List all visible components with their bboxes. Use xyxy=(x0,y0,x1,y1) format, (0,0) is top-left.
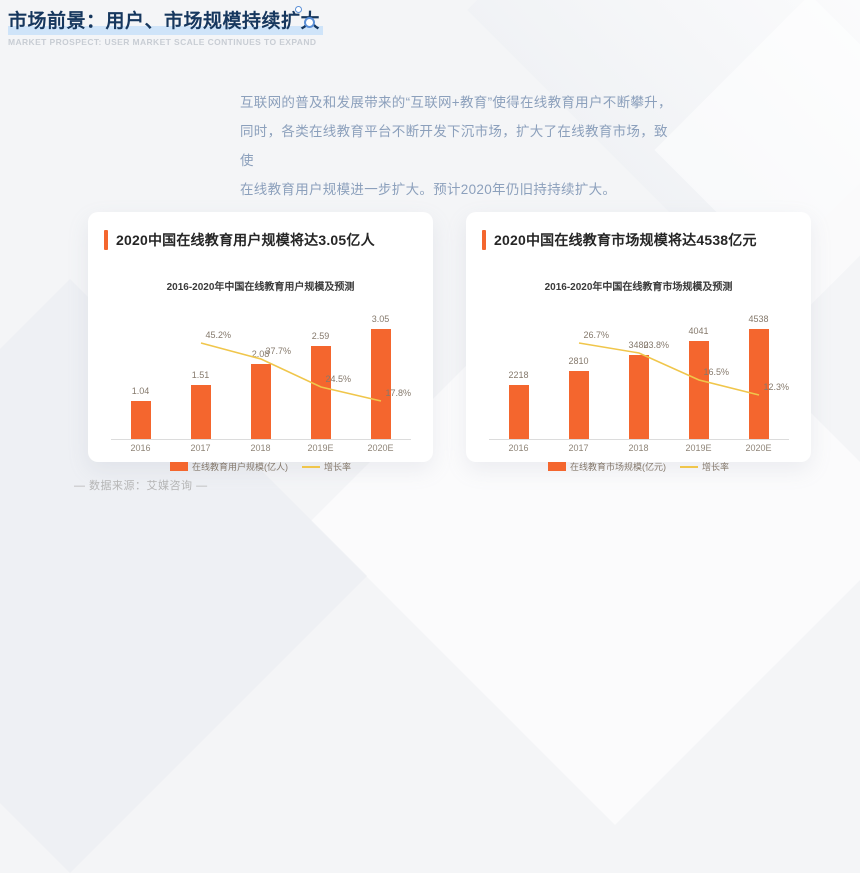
accent-bar-icon xyxy=(104,230,108,250)
chart-title-users: 2016-2020年中国在线教育用户规模及预测 xyxy=(166,282,355,293)
page-title: 市场前景：用户、市场规模持续扩大 xyxy=(8,10,324,35)
growth-rate-label: 45.2% xyxy=(205,330,232,340)
legend-line-swatch-icon xyxy=(301,465,320,468)
legend-line-label: 增长率 xyxy=(701,462,729,472)
bar-value-label: 2.59 xyxy=(311,331,330,341)
bar-2016 xyxy=(508,385,529,439)
bar-2016 xyxy=(130,401,151,439)
x-axis-label-2018: 2018 xyxy=(628,443,649,453)
intro-paragraph: 互联网的普及和发展带来的“互联网+教育”使得在线教育用户不断攀升， 同时，各类在… xyxy=(240,88,680,204)
decor-circle-large-icon xyxy=(304,17,315,28)
bar-2019E xyxy=(310,346,331,439)
bar-value-label: 4538 xyxy=(748,314,769,324)
bar-value-label: 3480 xyxy=(628,340,649,350)
x-axis-label-2019E: 2019E xyxy=(307,443,334,453)
bar-2018 xyxy=(628,355,649,439)
x-axis-label-2016: 2016 xyxy=(508,443,529,453)
growth-line xyxy=(200,342,381,402)
decor-circle-small-icon xyxy=(295,6,302,13)
growth-line xyxy=(578,342,759,396)
x-axis-label-2016: 2016 xyxy=(130,443,151,453)
growth-rate-label: 23.8% xyxy=(643,340,670,350)
bar-value-label: 1.51 xyxy=(191,370,210,380)
intro-line-3: 在线教育用户规模进一步扩大。预计2020年仍旧持持续扩大。 xyxy=(240,182,617,197)
legend-bar-swatch-icon xyxy=(547,462,566,471)
x-axis-label-2020E: 2020E xyxy=(745,443,772,453)
bar-value-label: 2218 xyxy=(508,370,529,380)
legend-line-swatch-icon xyxy=(679,465,698,468)
page-subtitle-english: MARKET PROSPECT: USER MARKET SCALE CONTI… xyxy=(8,37,317,47)
chart-title-market: 2016-2020年中国在线教育市场规模及预测 xyxy=(544,282,733,293)
legend-item-bar-series: 在线教育用户规模(亿人) xyxy=(169,460,288,473)
bar-value-label: 3.05 xyxy=(371,314,390,324)
x-axis-label-2020E: 2020E xyxy=(367,443,394,453)
bar-2017 xyxy=(190,385,211,439)
x-axis-label-2018: 2018 xyxy=(250,443,271,453)
bar-value-label: 1.04 xyxy=(131,386,150,396)
bar-value-label: 2.08 xyxy=(251,349,270,359)
bar-2018 xyxy=(250,364,271,439)
growth-rate-label: 12.3% xyxy=(763,382,790,392)
accent-bar-icon xyxy=(482,230,486,250)
growth-rate-label: 26.7% xyxy=(583,330,610,340)
plot-area: 2218 2810 3480 4041 4538 26.7% 23.8% 16.5% 12.3% xyxy=(488,297,790,440)
x-axis-labels: 2016 2017 2018 2019E 2020E xyxy=(489,443,789,453)
bar-value-label: 2810 xyxy=(568,356,589,366)
bar-2019E xyxy=(688,341,709,439)
bar-2020E xyxy=(748,329,769,439)
growth-rate-label: 16.5% xyxy=(703,367,730,377)
chart-legend: 在线教育市场规模(亿元) 增长率 xyxy=(482,460,795,473)
x-axis-label-2017: 2017 xyxy=(190,443,211,453)
x-axis-label-2019E: 2019E xyxy=(685,443,712,453)
card-header-users: 2020中国在线教育用户规模将达3.05亿人 xyxy=(104,228,417,252)
growth-rate-label: 24.5% xyxy=(325,374,352,384)
intro-line-2: 同时，各类在线教育平台不断开发下沉市场，扩大了在线教育市场，致使 xyxy=(240,124,668,168)
bar-2017 xyxy=(568,371,589,439)
chart-card-users: 2020中国在线教育用户规模将达3.05亿人 2016-2020年中国在线教育用… xyxy=(88,212,433,472)
chart-legend: 在线教育用户规模(亿人) 增长率 xyxy=(104,460,417,473)
bar-value-label: 4041 xyxy=(688,326,709,336)
legend-item-bar-series: 在线教育市场规模(亿元) xyxy=(547,460,666,473)
legend-item-line-series: 增长率 xyxy=(301,460,351,473)
growth-rate-label: 37.7% xyxy=(265,346,292,356)
legend-line-label: 增长率 xyxy=(323,462,351,472)
chart-card-market: 2020中国在线教育市场规模将达4538亿元 2016-2020年中国在线教育市… xyxy=(466,212,811,472)
legend-item-line-series: 增长率 xyxy=(679,460,729,473)
card-title-users: 2020中国在线教育用户规模将达3.05亿人 xyxy=(116,232,375,248)
card-title-market: 2020中国在线教育市场规模将达4538亿元 xyxy=(494,232,757,248)
users-chart: 1.04 1.51 2.08 2.59 3.05 45.2% 37.7% 24.5% 17.8%… xyxy=(104,297,417,473)
legend-bar-label: 在线教育市场规模(亿元) xyxy=(569,462,666,472)
growth-rate-label: 17.8% xyxy=(385,388,412,398)
card-header-market: 2020中国在线教育市场规模将达4538亿元 xyxy=(482,228,795,252)
data-source-note: — 数据来源：艾媒咨询 — xyxy=(74,480,208,492)
legend-bar-swatch-icon xyxy=(169,462,188,471)
legend-bar-label: 在线教育用户规模(亿人) xyxy=(191,462,288,472)
x-axis-labels: 2016 2017 2018 2019E 2020E xyxy=(111,443,411,453)
plot-area: 1.04 1.51 2.08 2.59 3.05 45.2% 37.7% 24.5% 17.8% xyxy=(110,297,412,440)
slide-header: 市场前景：用户、市场规模持续扩大 MARKET PROSPECT: USER M… xyxy=(8,6,324,47)
market-chart: 2218 2810 3480 4041 4538 26.7% 23.8% 16.5% 12.3%… xyxy=(482,297,795,473)
x-axis-label-2017: 2017 xyxy=(568,443,589,453)
bar-2020E xyxy=(370,329,391,439)
chart-cards-row: 2020中国在线教育用户规模将达3.05亿人 2016-2020年中国在线教育用… xyxy=(88,212,811,472)
intro-line-1: 互联网的普及和发展带来的“互联网+教育”使得在线教育用户不断攀升， xyxy=(240,95,672,110)
